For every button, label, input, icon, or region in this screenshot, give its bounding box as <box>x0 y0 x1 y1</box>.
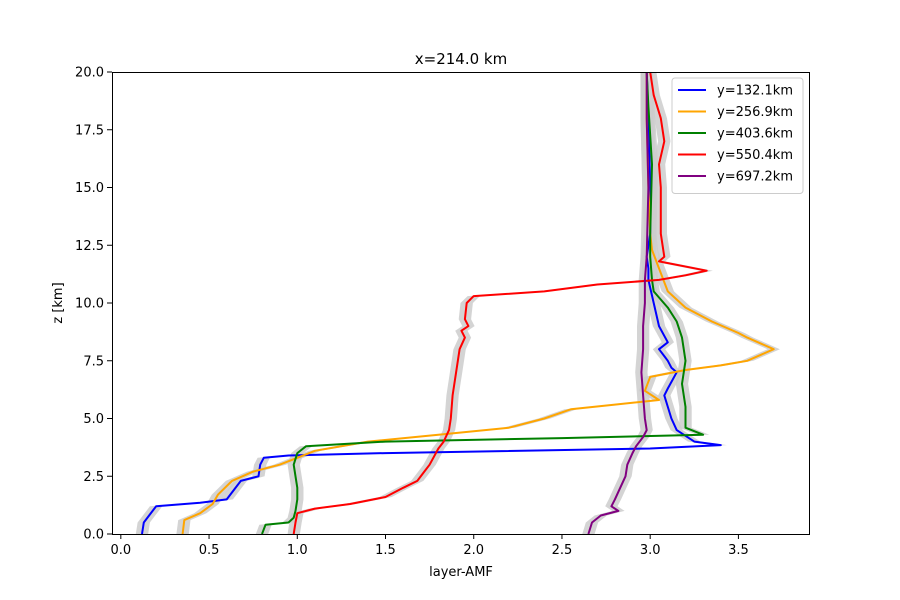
x-axis-ticks: 0.0 0.5 1.0 1.5 2.0 2.5 3.0 3.5 <box>110 534 749 558</box>
y-tick-label: 17.5 <box>75 123 104 138</box>
y-axis-label: z [km] <box>51 282 66 323</box>
legend-label-5: y=697.2km <box>717 170 793 185</box>
x-tick-label: 1.0 <box>287 543 308 558</box>
x-tick-label: 2.0 <box>463 543 484 558</box>
series-line-1 <box>141 71 722 535</box>
chart-title: x=214.0 km <box>415 50 507 68</box>
uncertainty-band-series-3 <box>255 72 710 534</box>
y-tick-label: 2.5 <box>83 470 104 485</box>
y-axis-ticks: 0.0 2.5 5.0 7.5 10.0 12.5 15.0 17.5 20.0 <box>75 66 112 543</box>
legend: y=132.1km y=256.9km y=403.6km y=550.4km y=69… <box>671 77 804 194</box>
y-tick-label: 7.5 <box>83 354 104 369</box>
y-tick-label: 5.0 <box>83 412 104 427</box>
legend-label-3: y=403.6km <box>717 127 793 142</box>
series-lines <box>141 71 775 535</box>
y-tick-label: 12.5 <box>75 239 104 254</box>
y-tick-label: 20.0 <box>75 66 104 81</box>
legend-label-2: y=256.9km <box>717 105 793 120</box>
x-tick-label: 1.5 <box>375 543 396 558</box>
y-tick-label: 10.0 <box>75 297 104 312</box>
series-line-5 <box>587 72 650 535</box>
y-tick-label: 0.0 <box>83 528 104 543</box>
legend-label-1: y=132.1km <box>717 84 793 99</box>
x-tick-label: 0.5 <box>199 543 220 558</box>
legend-label-4: y=550.4km <box>717 148 793 163</box>
series-line-4 <box>292 71 708 535</box>
x-tick-label: 3.5 <box>728 543 749 558</box>
x-axis-label: layer-AMF <box>429 565 493 580</box>
plot-frame <box>112 72 810 535</box>
legend-box <box>671 77 804 194</box>
x-tick-label: 2.5 <box>552 543 573 558</box>
x-tick-label: 3.0 <box>640 543 661 558</box>
y-tick-label: 15.0 <box>75 181 104 196</box>
x-tick-label: 0.0 <box>110 543 131 558</box>
series-line-3 <box>261 71 705 535</box>
